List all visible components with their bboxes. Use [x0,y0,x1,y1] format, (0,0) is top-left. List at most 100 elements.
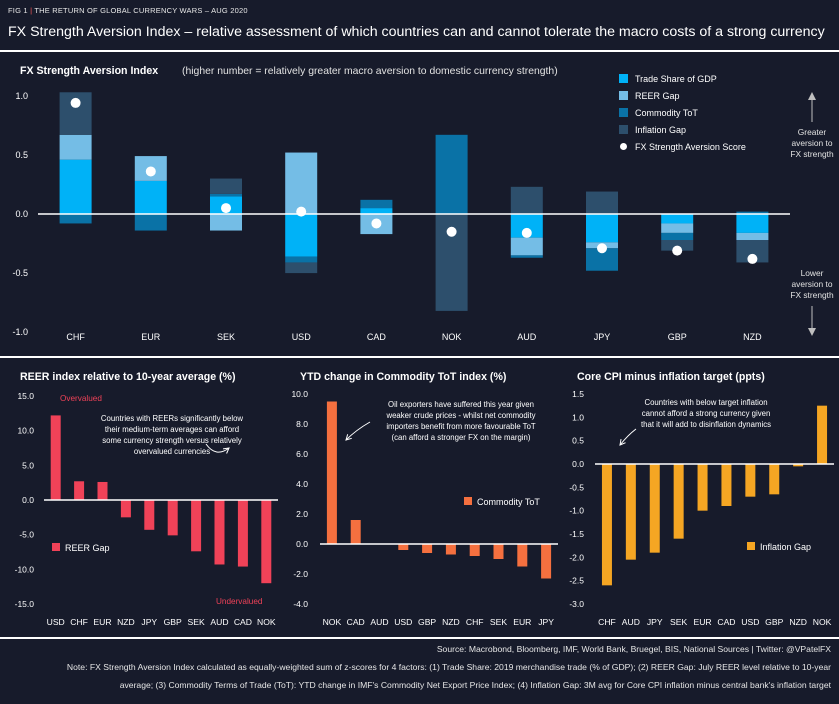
bar [601,464,612,586]
annotation-line: Countries with REERs significantly below [101,414,244,423]
annotation-arrowhead [345,434,352,441]
bottom-divider [0,637,839,639]
arrow-up-icon [808,92,816,100]
legend-label: REER Gap [635,91,680,101]
bar [191,500,202,552]
bar-segment [210,178,242,194]
x-tick-label: GBP [765,617,783,627]
annotation-line: that it will add to disinflation dynamic… [641,420,771,429]
annotation-lower: aversion to [792,279,833,289]
bar-segment [59,159,92,214]
annotation-line: overvalued currencies [134,447,210,456]
legend-swatch [619,74,628,83]
x-tick-label: NOK [323,617,342,627]
bar [167,500,178,536]
x-tick-label: JPY [538,617,554,627]
x-tick-label: USD [394,617,412,627]
annotation-line: their medium-term averages can afford [105,425,239,434]
y-tick-label: -0.5 [12,268,28,278]
x-tick-label: CHF [66,332,85,342]
bar-segment [435,134,468,214]
bar [74,481,85,500]
bar-segment [134,214,167,231]
chart-title: Core CPI minus inflation target (ppts) [577,371,765,383]
bar [326,401,337,544]
x-tick-label: EUR [93,617,111,627]
bar-segment [59,134,92,160]
label-undervalued: Undervalued [216,597,263,606]
bar [445,544,456,555]
score-dot [296,206,307,217]
x-tick-label: SEK [187,617,204,627]
legend-label: REER Gap [65,543,110,553]
y-tick-label: -0.5 [569,482,584,492]
x-tick-label: CAD [234,617,252,627]
x-tick-label: NZD [743,332,762,342]
bar-segment [736,232,769,240]
bar-segment [736,211,769,214]
bar-segment [586,214,618,243]
legend-swatch [619,108,628,117]
bar [625,464,636,560]
x-tick-label: SEK [490,617,507,627]
y-tick-label: 5.0 [22,460,34,470]
y-tick-label: 4.0 [296,479,308,489]
x-tick-label: AUD [210,617,228,627]
main-title: FX Strength Aversion Index – relative as… [8,24,825,40]
bar [541,544,552,579]
bar-segment [661,223,694,233]
score-dot [672,245,683,256]
x-tick-label: NZD [789,617,807,627]
score-dot [221,203,231,214]
legend-score-dot [620,143,627,150]
x-tick-label: USD [47,617,65,627]
x-tick-label: AUD [622,617,640,627]
annotation-greater: Greater [798,127,827,137]
annotation-greater: aversion to [792,138,833,148]
annotation-greater: FX strength [790,149,834,159]
bar-segment [360,199,393,209]
y-tick-label: 0.0 [22,495,34,505]
bar [469,544,480,556]
annotation-arrowhead [619,439,626,446]
y-tick-label: 0.5 [15,150,28,160]
y-tick-label: 15.0 [17,391,34,401]
x-tick-label: EUR [141,332,161,342]
bar [817,405,828,464]
x-tick-label: USD [741,617,759,627]
bar [793,464,804,467]
annotation-line: Countries with below target inflation [644,398,767,407]
x-tick-label: USD [292,332,312,342]
annotation-line: some currency strength versus relatively [102,436,242,445]
bar-segment [510,237,543,256]
x-tick-label: NOK [813,617,832,627]
label-overvalued: Overvalued [60,394,102,403]
bar-segment [510,186,543,214]
bar-segment [510,214,543,238]
x-tick-label: EUR [693,617,711,627]
score-dot [371,218,382,229]
y-tick-label: -1.5 [569,529,584,539]
bar [517,544,528,567]
bar [649,464,660,553]
note-line-2: average; (3) Commodity Terms of Trade (T… [119,680,831,690]
y-tick-label: 1.5 [572,389,584,399]
x-tick-label: NOK [442,332,462,342]
bar [721,464,732,506]
y-tick-label: -2.5 [569,576,584,586]
figure-tag: FIG 1 | THE RETURN OF GLOBAL CURRENCY WA… [8,6,248,15]
bar-segment [59,214,92,224]
bar [350,520,361,544]
y-tick-label: 2.0 [296,509,308,519]
bar-segment [586,248,618,271]
x-tick-label: GBP [164,617,182,627]
reer-chart: REER index relative to 10-year average (… [15,371,278,627]
bar-segment [661,232,694,240]
score-dot [521,227,532,238]
legend-label: Commodity ToT [477,497,540,507]
legend-swatch [747,542,755,550]
y-tick-label: -10.0 [15,564,35,574]
bar-segment [510,255,543,258]
cpi-chart: Core CPI minus inflation target (ppts) 1.… [569,371,834,627]
annotation-line: cannot afford a strong currency given [642,409,771,418]
